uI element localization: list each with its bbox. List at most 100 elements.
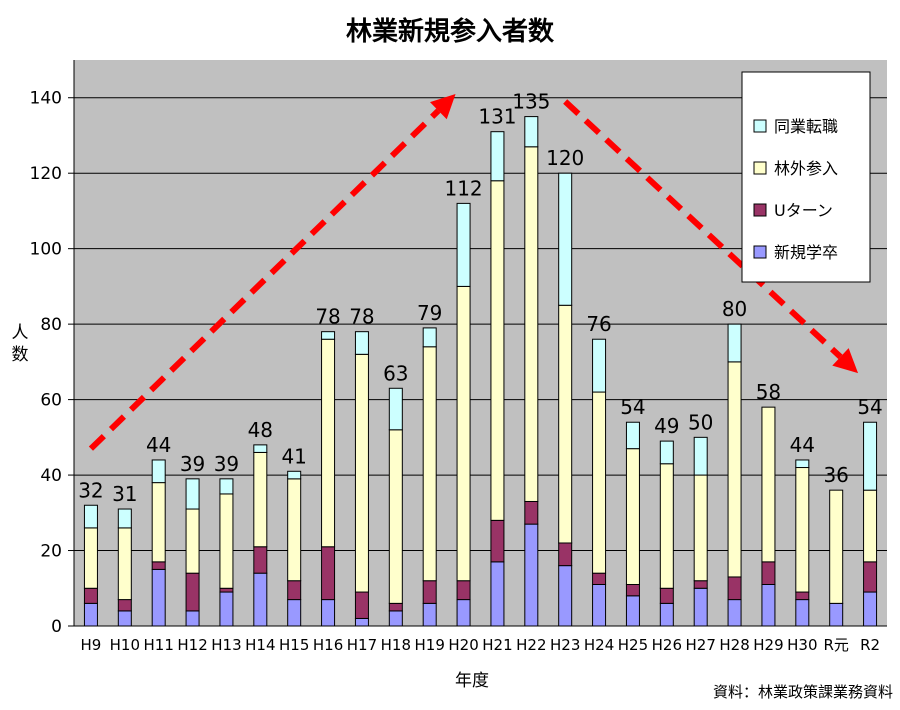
y-tick-label: 80 [40,315,62,335]
bar-segment [354,591,369,619]
y-tick-label: 100 [30,240,62,260]
bar-segment [151,568,166,627]
bar-segment [727,576,742,601]
bar-segment [863,561,878,593]
bar-segment [795,599,810,627]
bar-segment [219,587,234,593]
bar-segment [795,459,810,469]
bar-segment [117,508,132,529]
x-tick-label: H16 [313,636,343,654]
x-tick-label: H18 [381,636,411,654]
x-tick-label: R元 [823,636,848,654]
bar-segment [219,591,234,627]
bar-segment [659,463,674,589]
bar-segment [117,610,132,627]
trend-arrows [88,93,859,451]
x-tick-label: H9 [81,636,102,654]
bar-segment [354,331,369,355]
bar-segment [219,493,234,589]
x-axis-ticks: H9 H10 H11 H12 H13 H14 H15 H16 H17 H18 H19 H20 H21 H2… [81,636,881,654]
bar-segment [456,202,471,287]
bar-segment [693,580,708,589]
bar-segment [151,482,166,563]
bar-segment [592,583,607,627]
total-label: 120 [546,146,584,170]
y-tick-label: 140 [30,89,62,109]
bar-segment [558,565,573,627]
bar-segment [524,116,539,148]
x-tick-label: R2 [860,636,880,654]
total-label: 50 [688,410,713,434]
bar-segment [388,610,403,627]
bar-segment [185,572,200,612]
bar-segment [83,602,98,627]
bar-segment [558,304,573,544]
bar-segment [219,478,234,495]
x-tick-label: H28 [719,636,749,654]
bar-segment [117,527,132,601]
total-label: 63 [383,361,408,385]
x-tick-label: H24 [584,636,614,654]
bar-segment [83,527,98,589]
bar-segment [490,180,505,521]
bar-segment [388,429,403,604]
y-tick-label: 120 [30,164,62,184]
bar-segment [761,406,776,563]
bar-segment [321,599,336,627]
bar-segment [727,323,742,363]
bar-segment [287,470,302,480]
bar-segment [727,599,742,627]
bar-segment [625,583,640,597]
bar-segment [625,448,640,585]
bar-segment [456,599,471,627]
total-label: 41 [281,444,306,468]
x-tick-label: H27 [686,636,716,654]
bar-segment [354,617,369,627]
bar-segment [659,602,674,627]
bar-segment [558,172,573,306]
bar-segment [253,444,268,453]
bar-segment [524,523,539,627]
bar-segment [592,572,607,585]
bars [83,116,878,627]
bar-segment [422,580,437,604]
chart-title: 林業新規参入者数 [346,16,555,47]
bar-segment [863,591,878,627]
bar-segment [422,327,437,348]
bar-segment [727,361,742,578]
x-tick-label: H19 [415,636,445,654]
y-axis-label: 人数 [12,323,29,365]
bar-segment [863,421,878,491]
total-label: 79 [417,301,442,325]
bar-segment [456,285,471,582]
bar-segment [693,587,708,627]
bar-segment [321,338,336,548]
x-tick-label: H17 [347,636,377,654]
arrow-shaft [563,99,843,360]
bar-segment [863,489,878,563]
y-axis-ticks: 0 20 40 60 80 100 120 140 [30,89,74,637]
total-label: 32 [78,478,103,502]
bar-segment [761,561,776,585]
x-tick-label: H25 [618,636,648,654]
legend-label: 新規学卒 [774,243,838,262]
x-tick-label: H21 [482,636,512,654]
bar-segment [829,602,844,627]
legend-swatch [753,203,767,217]
source-note: 資料：林業政策課業務資料 [713,683,893,701]
y-tick-label: 40 [40,466,62,486]
total-label: 54 [857,395,882,419]
bar-segment [321,331,336,340]
legend-label: 林外参入 [774,159,838,178]
bar-segment [151,561,166,570]
x-axis-label: 年度 [455,671,489,691]
legend-swatch [753,245,767,259]
total-label: 48 [248,418,273,442]
arrow-head [832,348,859,374]
x-tick-label: H11 [144,636,174,654]
bar-segment [287,580,302,601]
x-tick-label: H12 [177,636,207,654]
total-label: 44 [146,433,171,457]
total-label: 131 [478,105,516,129]
bar-segment [761,583,776,627]
